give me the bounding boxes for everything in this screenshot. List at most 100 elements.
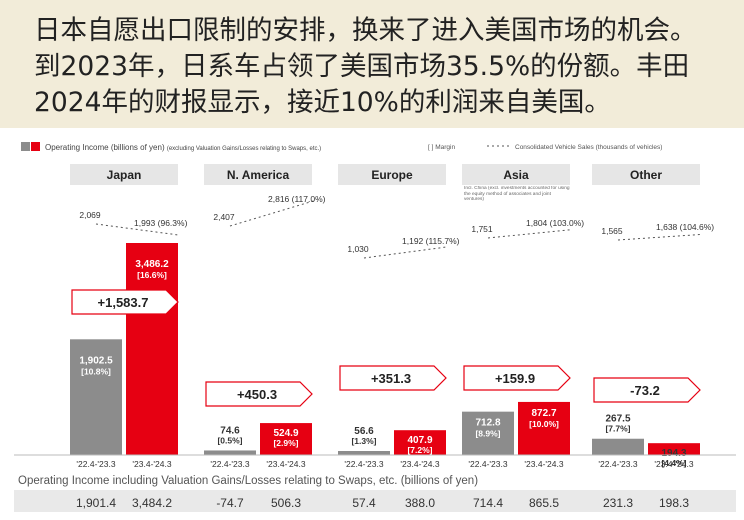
bar-margin-other-prev: [7.7%] <box>605 424 630 434</box>
bar-margin-europe-prev: [1.3%] <box>351 436 376 446</box>
bar-japan-curr <box>126 243 178 455</box>
period-label-japan-curr: '23.4-'24.3 <box>132 459 171 469</box>
change-value-other: -73.2 <box>630 383 660 398</box>
change-callout-asia <box>463 365 571 391</box>
legend-swatch-curr <box>31 142 40 151</box>
period-label-europe-prev: '22.4-'23.3 <box>344 459 383 469</box>
region-header-europe <box>338 164 446 185</box>
bar-value-europe-prev: 56.6 <box>354 426 374 437</box>
regional-income-chart: Operating Income (billions of yen) (excl… <box>14 142 736 469</box>
period-label-other-prev: '22.4-'23.3 <box>598 459 637 469</box>
region-header-n-america <box>204 164 312 185</box>
period-label-n-america-curr: '23.4-'24.3 <box>266 459 305 469</box>
bar-margin-other-curr: [4.4%] <box>661 458 686 468</box>
footer-value-japan-prev: 1,901.4 <box>76 496 117 510</box>
bar-value-n-america-prev: 74.6 <box>220 425 240 436</box>
caption-line-1: 日本自愿出口限制的安排，换来了进入美国市场的机会。 <box>34 15 697 46</box>
footer-value-asia-prev: 714.4 <box>472 496 504 510</box>
sales-prev-asia: 1,751 <box>471 224 493 234</box>
region-note-asia: Incl. China (excl. investments accounted… <box>464 186 570 203</box>
footer-value-europe-curr: 388.0 <box>404 496 436 510</box>
sales-curr-asia: 1,804 (103.0%) <box>526 218 584 228</box>
footer-value-japan-curr: 3,484.2 <box>132 496 173 510</box>
sales-prev-other: 1,565 <box>601 226 623 236</box>
region-header-japan <box>70 164 178 185</box>
region-name-japan: Japan <box>107 168 142 182</box>
legend-swatch-prev <box>21 142 30 151</box>
bar-value-n-america-curr: 524.9 <box>273 428 298 439</box>
region-note-text-asia: Incl. China (excl. investments accounted… <box>464 186 570 203</box>
bar-margin-europe-curr: [7.2%] <box>407 445 432 455</box>
period-label-asia-prev: '22.4-'23.3 <box>468 459 507 469</box>
period-label-europe-curr: '23.4-'24.3 <box>400 459 439 469</box>
legend-income-text: Operating Income (billions of yen) <box>45 143 167 152</box>
change-value-europe: +351.3 <box>371 371 411 386</box>
change-value-japan: +1,583.7 <box>98 295 149 310</box>
bar-n-america-prev <box>204 450 256 455</box>
footer-value-n-america-prev: -74.7 <box>216 496 244 510</box>
sales-curr-japan: 1,993 (96.3%) <box>134 218 188 228</box>
period-label-n-america-prev: '22.4-'23.3 <box>210 459 249 469</box>
bar-margin-japan-curr: [16.6%] <box>137 270 167 280</box>
bar-margin-n-america-curr: [2.9%] <box>273 438 298 448</box>
bar-value-europe-curr: 407.9 <box>407 435 432 446</box>
sales-prev-japan: 2,069 <box>79 210 101 220</box>
sales-line-n-america <box>229 200 315 227</box>
caption-panel: 日本自愿出口限制的安排，换来了进入美国市场的机会。 到2023年，日系车占领了美… <box>0 0 744 128</box>
change-value-asia: +159.9 <box>495 371 535 386</box>
sales-line-other <box>617 233 703 241</box>
sales-curr-europe: 1,192 (115.7%) <box>402 236 460 246</box>
bar-margin-asia-prev: [8.9%] <box>475 429 500 439</box>
period-label-other-curr: '23.4-'24.3 <box>654 459 693 469</box>
region-name-n-america: N. America <box>227 168 290 182</box>
legend-income-label: Operating Income (billions of yen) (excl… <box>45 143 321 152</box>
bar-value-other-prev: 267.5 <box>605 414 630 425</box>
change-value-n-america: +450.3 <box>237 387 277 402</box>
caption-line-3: 2024年的财报显示，接近10%的利润来自美国。 <box>34 87 611 118</box>
footer-value-asia-curr: 865.5 <box>528 496 560 510</box>
sales-curr-other: 1,638 (104.6%) <box>656 222 714 232</box>
bar-value-asia-curr: 872.7 <box>531 408 556 419</box>
bar-margin-asia-curr: [10.0%] <box>529 419 559 429</box>
bar-n-america-curr <box>260 423 312 455</box>
bar-margin-japan-prev: [10.8%] <box>81 366 111 376</box>
bar-europe-curr <box>394 430 446 455</box>
caption-line-2: 到2023年，日系车占领了美国市场35.5%的份额。丰田 <box>34 51 690 82</box>
region-name-europe: Europe <box>371 168 413 182</box>
footer-value-europe-prev: 57.4 <box>352 496 376 510</box>
bar-value-japan-prev: 1,902.5 <box>79 355 113 366</box>
bar-asia-prev <box>462 411 514 455</box>
change-callout-europe <box>339 365 447 391</box>
footer-values-row <box>14 490 736 512</box>
period-label-asia-curr: '23.4-'24.3 <box>524 459 563 469</box>
sales-curr-n-america: 2,816 (117.0%) <box>268 194 326 204</box>
change-callout-japan <box>71 289 179 315</box>
bar-europe-prev <box>338 451 390 455</box>
region-header-asia <box>462 164 570 185</box>
sales-line-japan <box>95 223 181 236</box>
legend-margin: [ ] Margin <box>428 144 455 151</box>
bar-other-curr <box>648 443 700 455</box>
footer-value-n-america-curr: 506.3 <box>270 496 302 510</box>
sales-line-europe <box>363 246 449 259</box>
sales-prev-n-america: 2,407 <box>213 212 235 222</box>
sales-line-asia <box>487 229 573 239</box>
bar-value-asia-prev: 712.8 <box>475 418 500 429</box>
bar-value-other-curr: 194.3 <box>661 448 686 459</box>
region-header-other <box>592 164 700 185</box>
bar-margin-n-america-prev: [0.5%] <box>217 435 242 445</box>
change-callout-other <box>593 377 701 403</box>
bar-japan-prev <box>70 339 122 455</box>
bar-asia-curr <box>518 401 570 455</box>
period-label-japan-prev: '22.4-'23.3 <box>76 459 115 469</box>
sales-prev-europe: 1,030 <box>347 244 369 254</box>
footer-label: Operating Income including Valuation Gai… <box>18 475 479 487</box>
bar-other-prev <box>592 438 644 455</box>
region-name-other: Other <box>630 168 662 182</box>
legend-income-note: (excluding Valuation Gains/Losses relati… <box>167 146 321 152</box>
change-callout-n-america <box>205 381 313 407</box>
legend-sales: Consolidated Vehicle Sales (thousands of… <box>515 144 662 151</box>
bar-value-japan-curr: 3,486.2 <box>135 259 169 270</box>
region-name-asia: Asia <box>503 168 529 182</box>
footer-value-other-prev: 231.3 <box>602 496 634 510</box>
